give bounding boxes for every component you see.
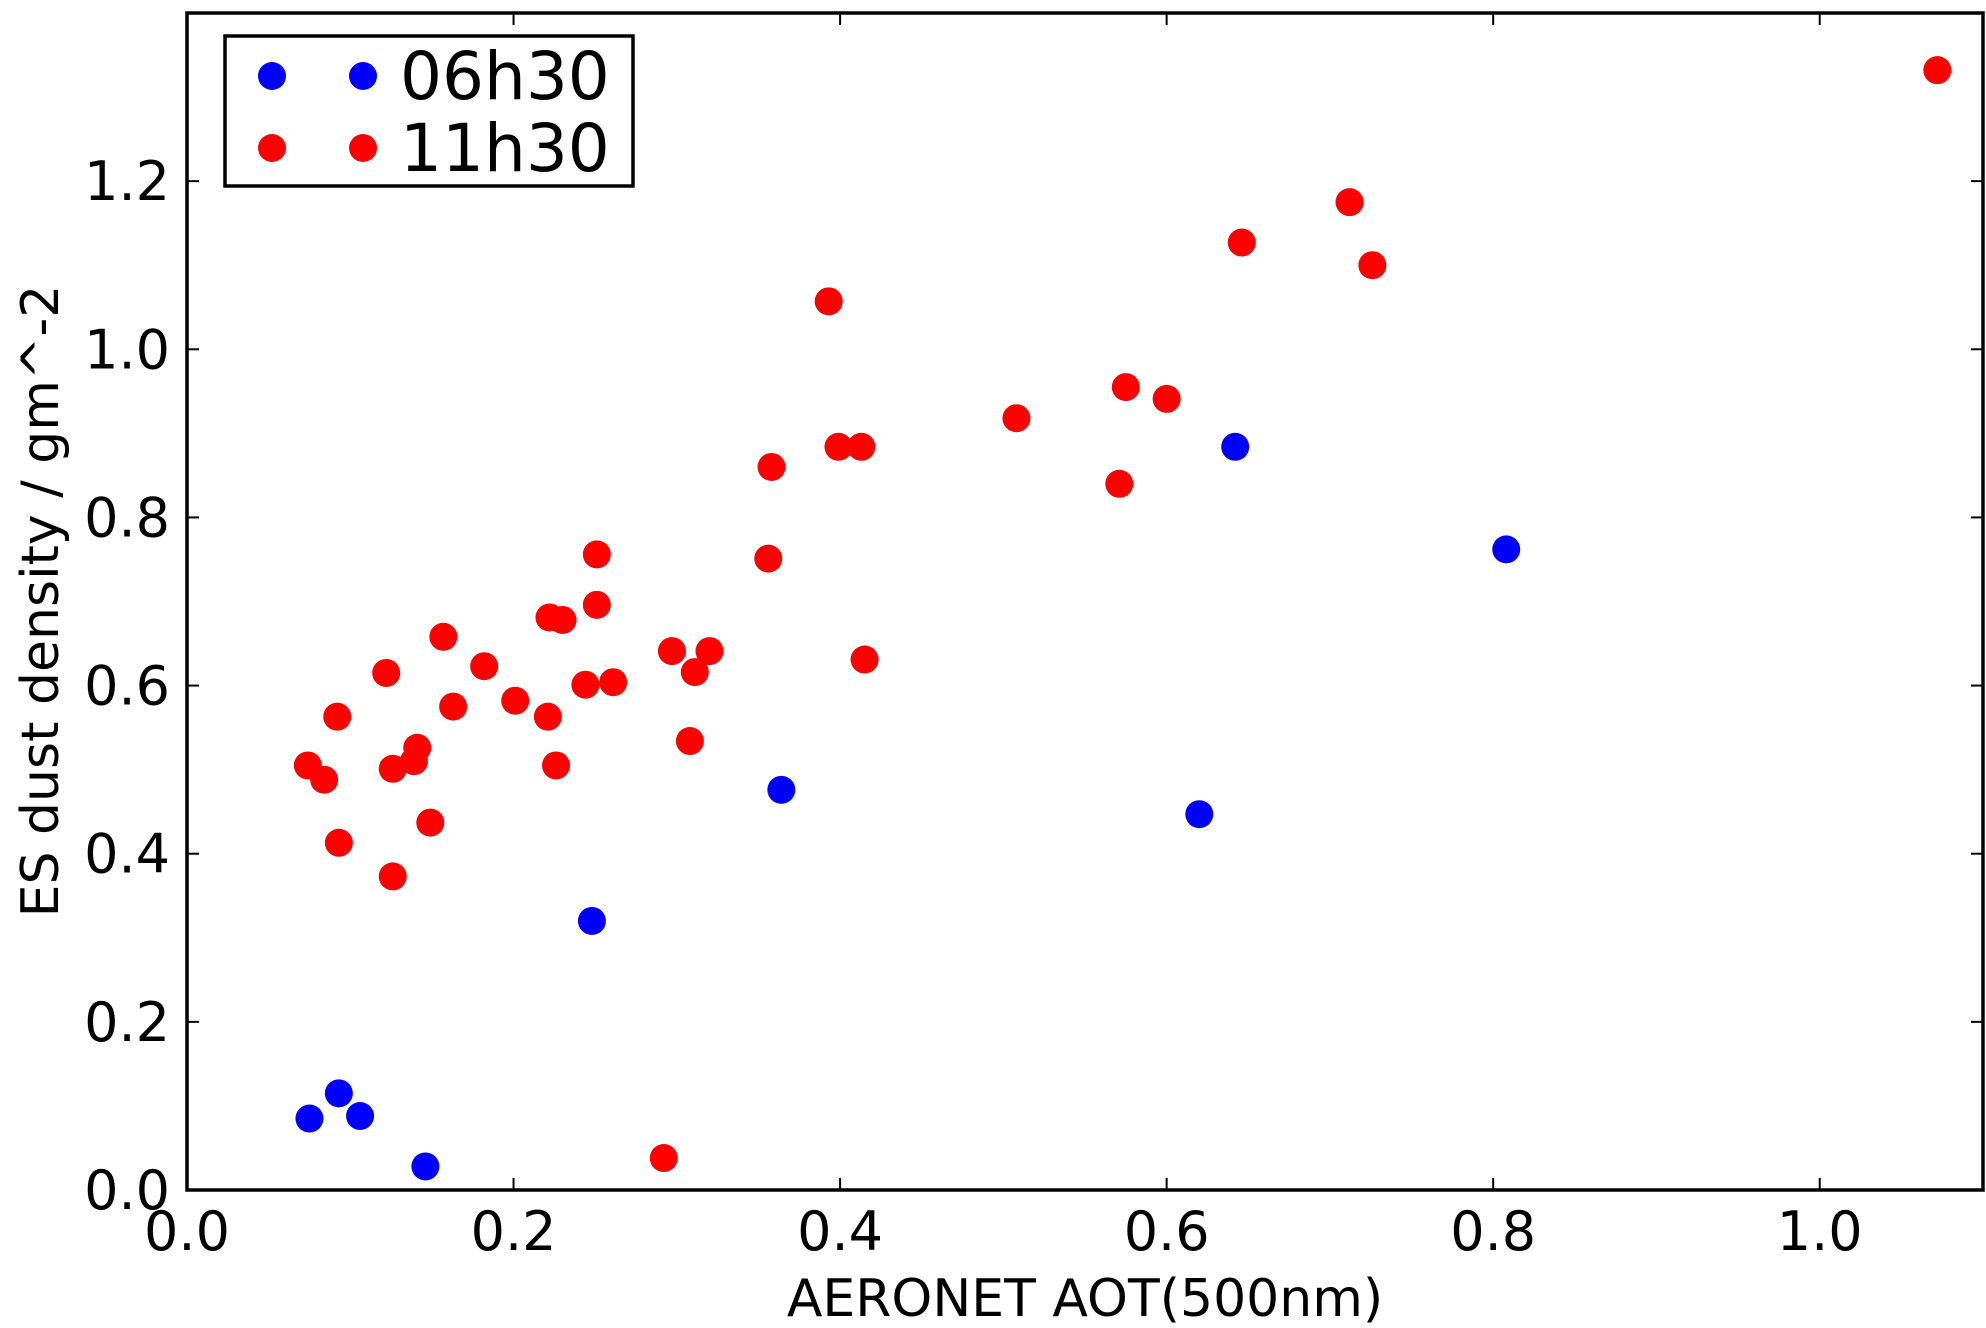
data-point-11h30-10 bbox=[429, 622, 458, 651]
data-point-06h30-2 bbox=[346, 1102, 375, 1131]
data-point-11h30-26 bbox=[695, 637, 724, 666]
data-point-06h30-5 bbox=[767, 775, 796, 804]
data-point-11h30-19 bbox=[582, 590, 611, 619]
x-tick-label-3: 0.6 bbox=[1124, 1200, 1210, 1263]
y-axis-label: ES dust density / gm^-2 bbox=[11, 285, 71, 918]
points-layer bbox=[293, 56, 1952, 1181]
data-point-11h30-31 bbox=[847, 432, 876, 461]
data-point-06h30-0 bbox=[295, 1104, 324, 1133]
x-tick-label-4: 0.8 bbox=[1450, 1200, 1536, 1263]
data-point-11h30-14 bbox=[533, 702, 562, 731]
y-tick-label-1: 0.2 bbox=[84, 991, 170, 1054]
data-point-06h30-1 bbox=[324, 1079, 353, 1108]
data-point-11h30-28 bbox=[757, 452, 786, 481]
data-point-11h30-40 bbox=[1923, 56, 1952, 85]
data-point-11h30-6 bbox=[378, 862, 407, 891]
data-point-11h30-34 bbox=[1105, 469, 1134, 498]
data-point-11h30-35 bbox=[1111, 373, 1140, 402]
y-tick-label-5: 1.0 bbox=[84, 318, 170, 381]
y-tick-label-3: 0.6 bbox=[84, 655, 170, 718]
data-point-11h30-29 bbox=[814, 287, 843, 316]
data-point-06h30-4 bbox=[577, 906, 606, 935]
y-tick-label-0: 0.0 bbox=[84, 1159, 170, 1222]
data-point-11h30-27 bbox=[754, 544, 783, 573]
plot-area-frame bbox=[185, 11, 1985, 1192]
y-tick-label-6: 1.2 bbox=[84, 150, 170, 213]
data-point-11h30-8 bbox=[403, 733, 432, 762]
y-tick-label-4: 0.8 bbox=[84, 486, 170, 549]
legend-label-11h30: 11h30 bbox=[400, 110, 610, 187]
data-point-11h30-32 bbox=[850, 645, 879, 674]
axis-tick-labels: 0.0 0.2 0.4 0.6 0.8 1.0 0.0 0.2 0.4 0.6 0.8 1.0 1.2 bbox=[84, 150, 1863, 1263]
data-point-11h30-11 bbox=[439, 692, 468, 721]
legend-marker-11h30-a bbox=[258, 134, 286, 162]
x-tick-label-5: 1.0 bbox=[1777, 1200, 1863, 1263]
data-point-11h30-1 bbox=[310, 765, 339, 794]
legend-marker-06h30-b bbox=[349, 62, 377, 90]
data-point-11h30-33 bbox=[1002, 404, 1031, 433]
x-tick-label-2: 0.4 bbox=[797, 1200, 883, 1263]
x-tick-label-0: 0.0 bbox=[144, 1200, 230, 1263]
data-point-06h30-7 bbox=[1221, 432, 1250, 461]
data-point-11h30-21 bbox=[599, 668, 628, 697]
data-point-11h30-17 bbox=[548, 605, 577, 634]
legend: 06h30 11h30 bbox=[223, 34, 635, 188]
data-point-11h30-30 bbox=[824, 432, 853, 461]
axis-ticks bbox=[186, 13, 1983, 1191]
legend-label-06h30: 06h30 bbox=[400, 38, 610, 115]
x-tick-label-1: 0.2 bbox=[471, 1200, 557, 1263]
data-point-11h30-38 bbox=[1335, 188, 1364, 217]
legend-marker-11h30-b bbox=[349, 134, 377, 162]
data-point-11h30-20 bbox=[582, 540, 611, 569]
data-point-11h30-36 bbox=[1152, 384, 1181, 413]
data-point-11h30-2 bbox=[323, 702, 352, 731]
data-point-11h30-22 bbox=[649, 1144, 678, 1173]
data-point-11h30-3 bbox=[324, 828, 353, 857]
y-tick-label-2: 0.4 bbox=[84, 823, 170, 886]
legend-frame bbox=[223, 34, 635, 188]
data-point-11h30-18 bbox=[571, 670, 600, 699]
data-point-11h30-4 bbox=[372, 658, 401, 687]
data-point-06h30-8 bbox=[1492, 535, 1521, 564]
x-axis-label: AERONET AOT(500nm) bbox=[787, 1269, 1383, 1328]
data-point-06h30-3 bbox=[411, 1152, 440, 1181]
data-point-06h30-6 bbox=[1185, 800, 1214, 829]
data-point-11h30-25 bbox=[680, 658, 709, 687]
data-point-11h30-24 bbox=[675, 727, 704, 756]
data-point-11h30-5 bbox=[378, 754, 407, 783]
data-point-11h30-23 bbox=[657, 637, 686, 666]
data-point-11h30-16 bbox=[541, 751, 570, 780]
data-point-11h30-12 bbox=[470, 652, 499, 681]
legend-marker-06h30-a bbox=[258, 62, 286, 90]
data-point-11h30-39 bbox=[1358, 251, 1387, 280]
data-point-11h30-9 bbox=[416, 808, 445, 837]
data-point-11h30-37 bbox=[1227, 228, 1256, 257]
data-point-11h30-13 bbox=[501, 686, 530, 715]
